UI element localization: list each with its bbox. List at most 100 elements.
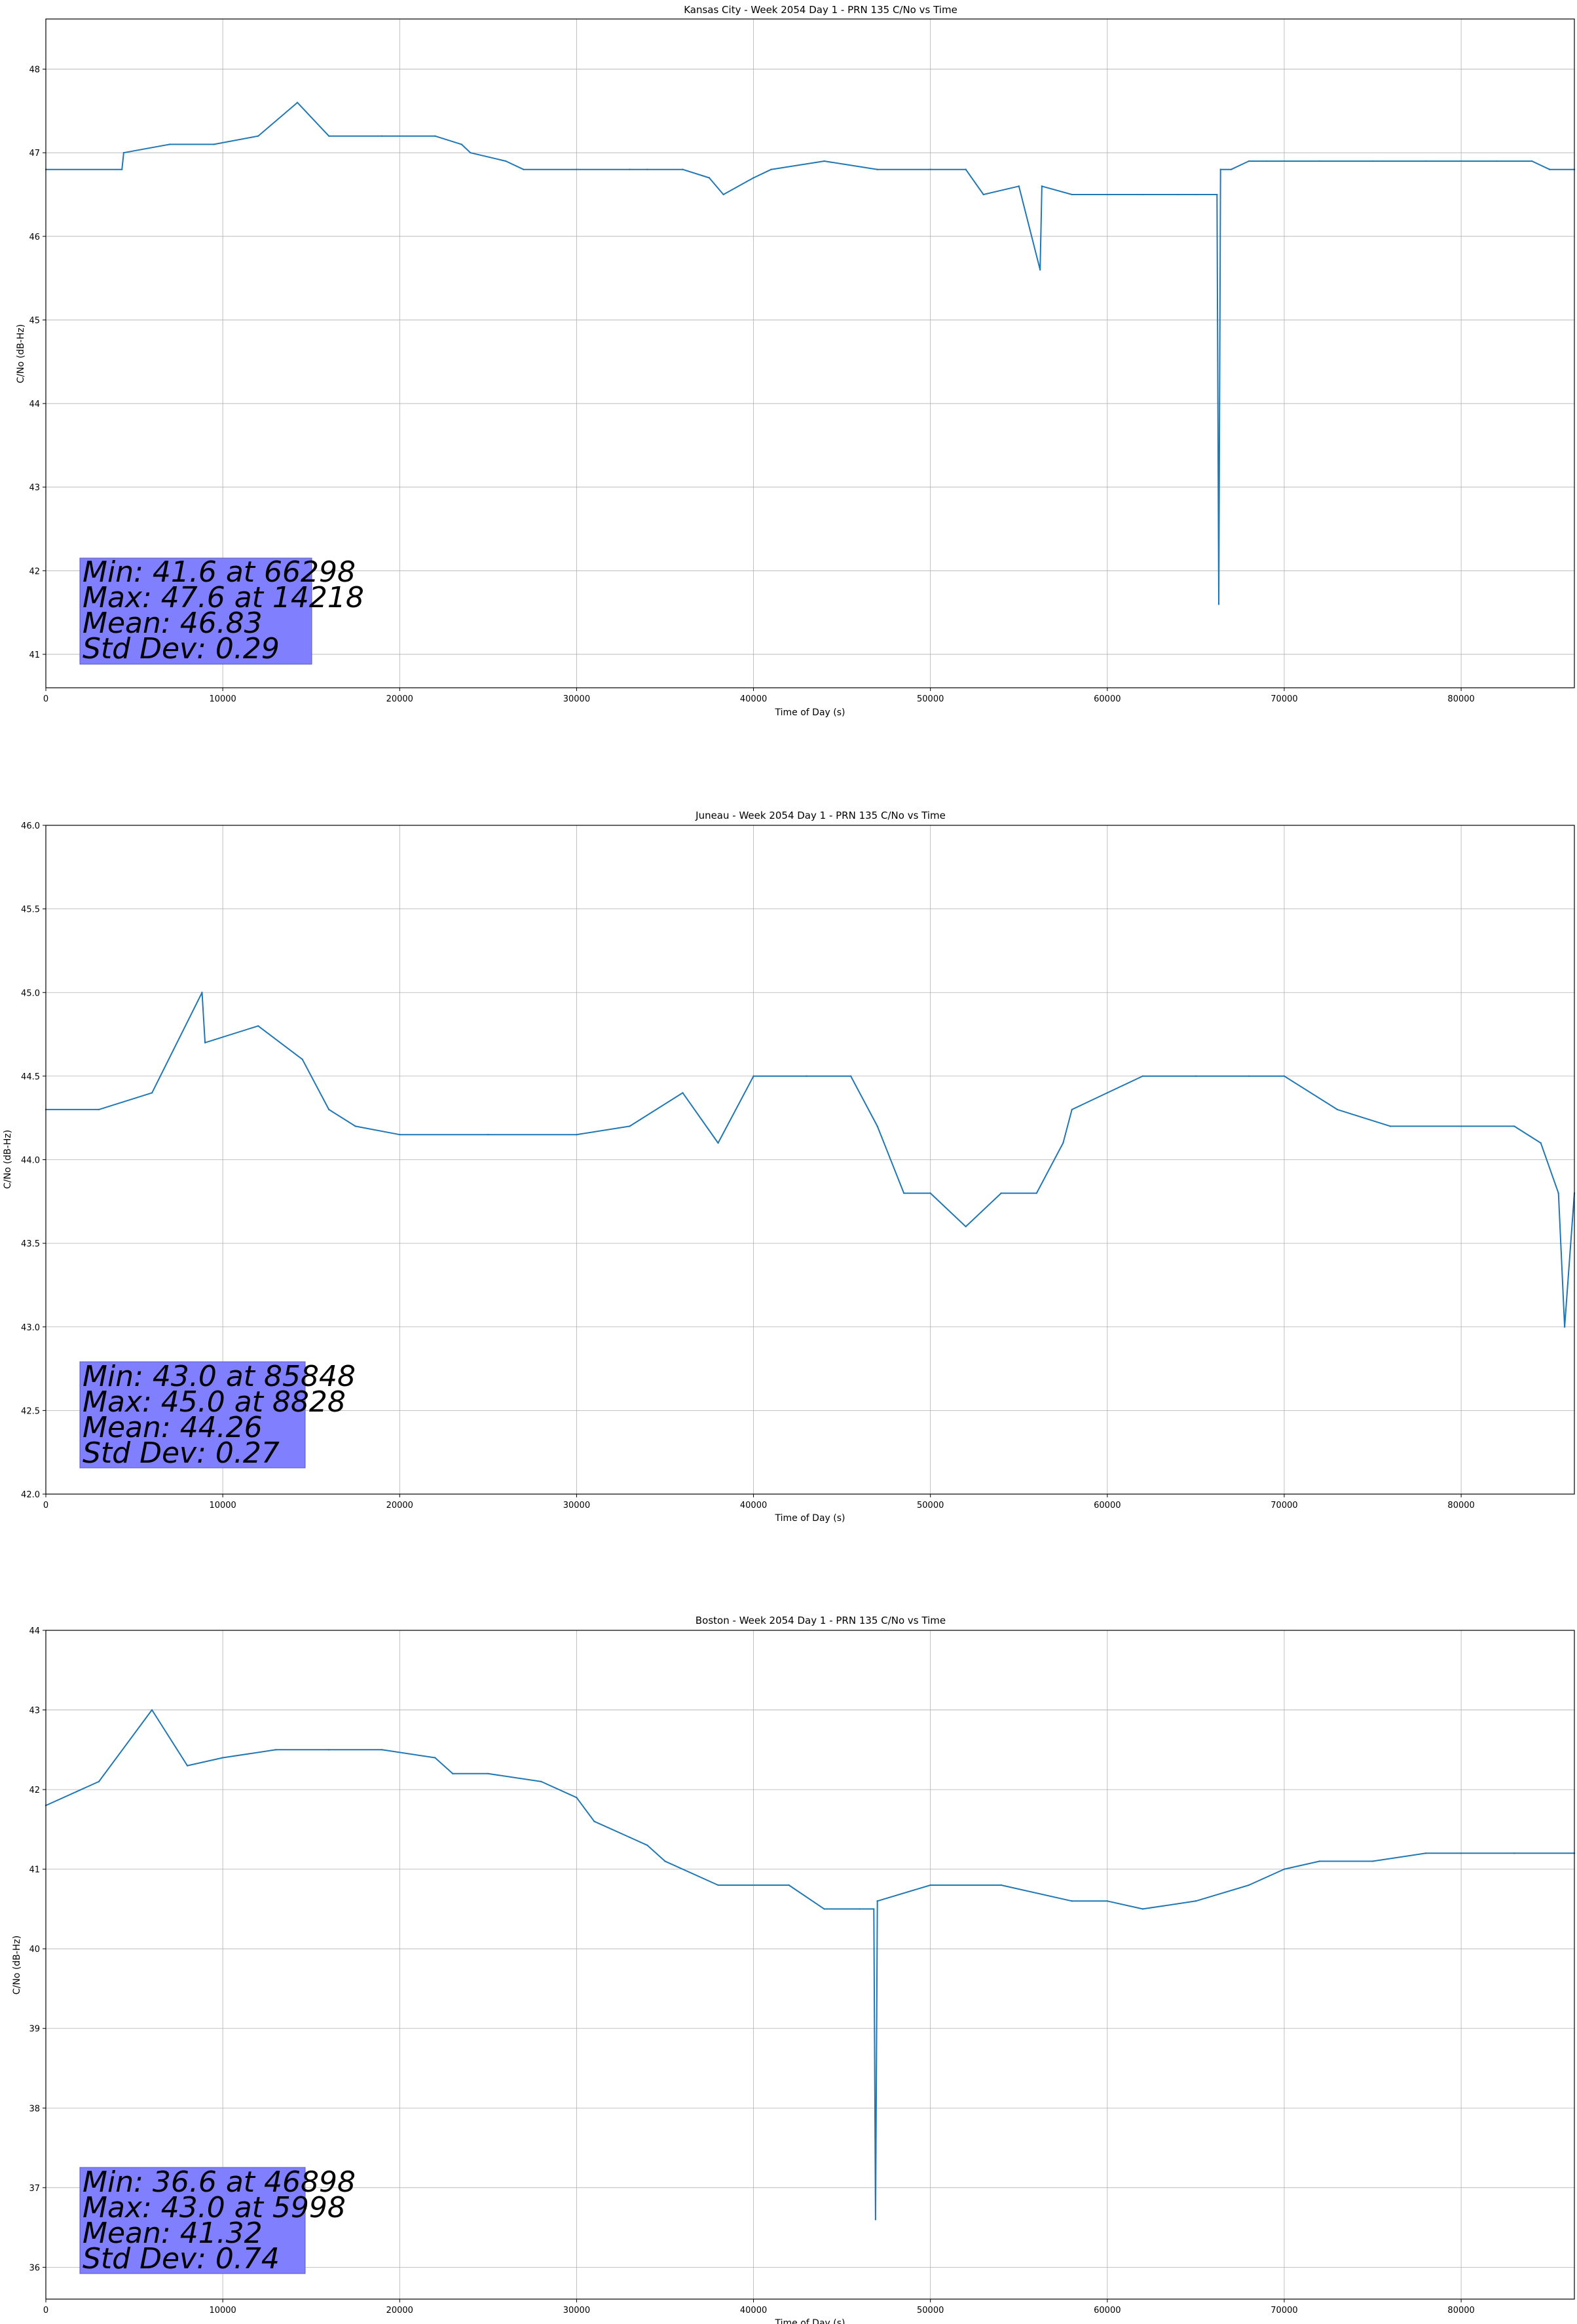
data-point [505, 160, 507, 162]
data-point [204, 1041, 206, 1044]
stats-max: Max: 43.0 at 5998 [83, 2191, 346, 2224]
data-point [1000, 1192, 1002, 1194]
y-tick-label-8: 46.0 [21, 821, 40, 831]
y-tick-label-1: 42.5 [21, 1406, 40, 1416]
y-tick-label-1: 37 [29, 2184, 40, 2194]
stats-mean: Mean: 44.26 [83, 1411, 263, 1444]
data-point [296, 102, 299, 103]
y-tick-label-3: 39 [29, 2025, 40, 2034]
y-tick-label-5: 41 [29, 1865, 40, 1875]
data-point [929, 1884, 931, 1886]
data-point [902, 1192, 905, 1194]
x-tick-label-0: 0 [43, 1501, 48, 1510]
x-tick-label-6: 60000 [1094, 2306, 1121, 2315]
data-point [1071, 1108, 1073, 1111]
data-point [1219, 168, 1221, 170]
data-point [1177, 193, 1179, 196]
y-tick-label-3: 44 [29, 400, 40, 409]
data-point [434, 135, 436, 137]
data-point [1336, 1108, 1339, 1111]
data-point [1371, 1860, 1374, 1862]
data-point [849, 1075, 852, 1078]
x-tick-label-4: 40000 [740, 694, 767, 704]
data-point [399, 1134, 401, 1136]
data-point [1216, 193, 1218, 196]
data-point [186, 1765, 189, 1767]
stats-box: Min: 43.0 at 85848 Max: 45.0 at 8828 Mea… [79, 1360, 356, 1470]
data-point [328, 1108, 330, 1111]
data-point [593, 1820, 595, 1822]
stats-box-background [79, 1361, 306, 1469]
y-tick-label-2: 38 [29, 2104, 40, 2114]
data-point [1141, 1075, 1144, 1078]
x-tick-label-2: 20000 [386, 1501, 413, 1510]
stats-mean: Mean: 41.32 [83, 2217, 263, 2250]
data-point [168, 143, 171, 145]
stats-box: Min: 36.6 at 46898 Max: 43.0 at 5998 Mea… [79, 2165, 356, 2276]
data-point [722, 193, 724, 196]
data-point [257, 135, 259, 137]
data-point [381, 1749, 383, 1751]
y-tick-label-8: 44 [29, 1626, 40, 1636]
data-point [788, 1884, 790, 1886]
y-tick-label-0: 42.0 [21, 1490, 40, 1500]
y-tick-label-6: 42 [29, 1786, 40, 1795]
data-point [221, 1757, 224, 1759]
axis-ticks: 0 10000 20000 30000 40000 50000 60000 70000 8000… [29, 66, 1474, 704]
x-tick-label-4: 40000 [740, 1501, 767, 1510]
data-point [876, 1900, 878, 1902]
data-point [982, 193, 984, 196]
x-tick-label-3: 30000 [563, 694, 590, 704]
y-tick-label-4: 40 [29, 1945, 40, 1955]
data-point [1041, 185, 1043, 187]
data-point [98, 1780, 100, 1783]
axis-ticks: 0 10000 20000 30000 40000 50000 60000 70000 8000… [29, 1626, 1474, 2315]
y-tick-label-6: 45.0 [21, 988, 40, 998]
stats-std-dev: Std Dev: 0.74 [83, 2242, 280, 2276]
x-tick-label-2: 20000 [386, 2306, 413, 2315]
y-tick-label-7: 43 [29, 1706, 40, 1716]
data-point [1389, 1125, 1392, 1127]
data-point [1495, 160, 1498, 162]
data-point [274, 1749, 277, 1751]
y-axis-label: C/No (dB-Hz) [12, 1936, 22, 1995]
chart-panel-boston: Boston - Week 2054 Day 1 - PRN 135 C/No … [12, 1615, 1576, 2324]
data-point [1195, 1900, 1197, 1902]
data-point [540, 1780, 542, 1783]
data-point [151, 1709, 153, 1711]
data-point [1248, 1075, 1250, 1078]
x-tick-label-8: 80000 [1447, 694, 1474, 704]
data-point [328, 135, 330, 137]
data-point [823, 1908, 825, 1910]
data-point [664, 1860, 666, 1862]
stats-min: Min: 41.6 at 66298 [83, 555, 356, 589]
y-tick-label-2: 43.0 [21, 1323, 40, 1333]
data-point [381, 135, 383, 137]
data-point [752, 1075, 754, 1078]
x-tick-label-7: 70000 [1271, 2306, 1297, 2315]
x-tick-label-1: 10000 [209, 1501, 236, 1510]
data-point [1106, 1900, 1109, 1902]
data-point [1531, 160, 1533, 162]
x-tick-label-3: 30000 [563, 1501, 590, 1510]
x-tick-label-0: 0 [43, 2306, 48, 2315]
data-point [859, 1908, 861, 1910]
data-point [1460, 1852, 1462, 1854]
data-point [823, 160, 825, 162]
data-point [876, 1125, 878, 1127]
data-point [1513, 1125, 1515, 1127]
stats-std-dev: Std Dev: 0.29 [83, 632, 280, 665]
data-point [965, 1226, 967, 1228]
series-line [45, 992, 1576, 1328]
stats-box-background [79, 2167, 306, 2274]
series-line [45, 102, 1576, 605]
x-tick-label-5: 50000 [917, 2306, 944, 2315]
data-point [328, 1749, 330, 1751]
plot-frame [45, 1630, 1575, 2300]
data-point [629, 1836, 631, 1839]
data-point [576, 168, 578, 170]
data-point [929, 1192, 931, 1194]
data-point [1071, 193, 1073, 196]
data-point [646, 1844, 648, 1846]
data-point [1195, 193, 1197, 196]
